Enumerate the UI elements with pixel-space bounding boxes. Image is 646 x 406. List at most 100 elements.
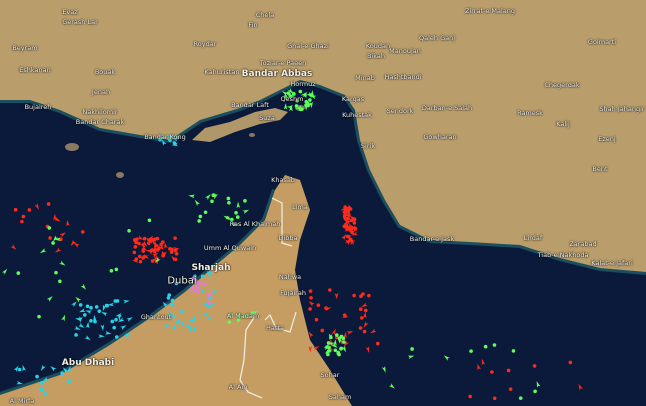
vessel-marker-cargo[interactable]: [511, 349, 516, 353]
vessel-marker-cargo[interactable]: [236, 318, 241, 322]
vessel-marker-cargo[interactable]: [342, 340, 346, 344]
vessel-marker-cargo[interactable]: [339, 347, 343, 351]
vessel-marker-passenger[interactable]: [203, 301, 209, 308]
vessel-marker-cargo[interactable]: [109, 268, 114, 273]
vessel-marker-tanker[interactable]: [151, 257, 158, 261]
vessel-marker-cargo[interactable]: [288, 94, 293, 99]
vessel-marker-tanker[interactable]: [152, 237, 157, 242]
vessel-marker-tanker[interactable]: [168, 247, 172, 251]
vessel-marker-passenger[interactable]: [40, 381, 44, 385]
vessel-marker-tanker[interactable]: [343, 217, 348, 221]
vessel-marker-cargo[interactable]: [54, 270, 58, 275]
vessel-marker-tanker[interactable]: [343, 340, 350, 347]
vessel-marker-cargo[interactable]: [309, 95, 317, 100]
vessel-marker-tanker[interactable]: [342, 314, 349, 319]
vessel-marker-cargo[interactable]: [114, 267, 119, 272]
vessel-marker-passenger[interactable]: [93, 314, 97, 322]
vessel-marker-cargo[interactable]: [37, 314, 41, 319]
vessel-marker-passenger[interactable]: [174, 281, 179, 286]
vessel-marker-passenger[interactable]: [192, 327, 197, 332]
vessel-marker-cargo[interactable]: [210, 199, 214, 204]
vessel-marker-cargo[interactable]: [533, 389, 537, 394]
vessel-marker-cargo[interactable]: [198, 214, 203, 219]
vessel-marker-passenger[interactable]: [191, 315, 196, 322]
vessel-marker-cargo[interactable]: [286, 91, 291, 95]
vessel-marker-tanker[interactable]: [173, 236, 177, 240]
vessel-marker-passenger[interactable]: [104, 303, 109, 308]
vessel-marker-cargo[interactable]: [333, 339, 337, 346]
vessel-marker-cargo[interactable]: [188, 194, 195, 199]
vessel-marker-tanker[interactable]: [141, 249, 146, 253]
vessel-marker-cargo[interactable]: [287, 88, 294, 94]
vessel-marker-passenger[interactable]: [93, 319, 97, 324]
vessel-marker-tanker[interactable]: [137, 254, 142, 259]
vessel-marker-tanker[interactable]: [349, 215, 356, 221]
vessel-marker-cargo[interactable]: [237, 313, 241, 318]
vessel-marker-cargo[interactable]: [47, 226, 52, 230]
vessel-marker-tanker[interactable]: [59, 232, 66, 238]
vessel-marker-passenger[interactable]: [67, 365, 71, 373]
vessel-marker-passenger[interactable]: [211, 289, 218, 295]
vessel-marker-tanker[interactable]: [363, 308, 368, 313]
vessel-marker-cargo[interactable]: [39, 248, 47, 254]
vessel-marker-passenger[interactable]: [202, 313, 210, 317]
vessel-marker-passenger[interactable]: [43, 392, 47, 396]
vessel-marker-passenger[interactable]: [175, 135, 180, 140]
vessel-marker-cargo[interactable]: [54, 237, 61, 241]
vessel-marker-tanker[interactable]: [156, 246, 161, 251]
vessel-marker-cargo[interactable]: [227, 200, 231, 205]
vessel-marker-cargo[interactable]: [283, 103, 288, 110]
vessel-marker-tanker[interactable]: [508, 387, 513, 391]
vessel-marker-tanker[interactable]: [349, 218, 354, 223]
vessel-marker-passenger[interactable]: [89, 319, 93, 323]
vessel-marker-pleasure[interactable]: [196, 290, 200, 294]
vessel-marker-tanker[interactable]: [352, 217, 357, 222]
vessel-marker-tanker[interactable]: [154, 243, 159, 248]
vessel-marker-pleasure[interactable]: [195, 285, 200, 290]
vessel-marker-pleasure[interactable]: [201, 282, 208, 286]
vessel-marker-tanker[interactable]: [370, 328, 377, 334]
vessel-marker-tanker[interactable]: [314, 317, 319, 322]
vessel-marker-passenger[interactable]: [67, 379, 71, 384]
vessel-marker-tanker[interactable]: [13, 207, 18, 212]
vessel-marker-tanker[interactable]: [27, 208, 32, 212]
vessel-marker-cargo[interactable]: [291, 90, 296, 98]
vessel-marker-cargo[interactable]: [241, 312, 247, 319]
vessel-marker-cargo[interactable]: [75, 296, 82, 303]
vessel-marker-passenger[interactable]: [200, 274, 205, 279]
vessel-marker-passenger[interactable]: [172, 326, 177, 330]
vessel-marker-cargo[interactable]: [53, 235, 59, 242]
vessel-marker-passenger[interactable]: [207, 315, 211, 323]
vessel-marker-tanker[interactable]: [362, 329, 367, 334]
vessel-marker-cargo[interactable]: [289, 104, 293, 112]
vessel-marker-passenger[interactable]: [115, 299, 120, 303]
vessel-marker-passenger[interactable]: [75, 317, 82, 322]
vessel-marker-cargo[interactable]: [232, 222, 236, 227]
vessel-marker-passenger[interactable]: [62, 367, 69, 374]
vessel-marker-tanker[interactable]: [134, 240, 138, 245]
vessel-marker-tanker[interactable]: [350, 230, 354, 235]
vessel-marker-cargo[interactable]: [443, 355, 450, 361]
vessel-marker-cargo[interactable]: [410, 347, 414, 351]
vessel-marker-passenger[interactable]: [170, 298, 175, 303]
vessel-marker-tanker[interactable]: [490, 370, 494, 374]
vessel-marker-passenger[interactable]: [126, 317, 133, 322]
vessel-marker-tanker[interactable]: [133, 245, 138, 249]
vessel-marker-pleasure[interactable]: [195, 280, 200, 285]
vessel-marker-passenger[interactable]: [207, 304, 211, 309]
vessel-marker-passenger[interactable]: [180, 320, 185, 327]
vessel-marker-passenger[interactable]: [101, 311, 108, 317]
vessel-marker-tanker[interactable]: [159, 243, 164, 251]
vessel-marker-passenger[interactable]: [40, 364, 46, 371]
vessel-marker-tanker[interactable]: [320, 328, 325, 333]
vessel-marker-tanker[interactable]: [21, 214, 26, 219]
vessel-marker-tanker[interactable]: [137, 241, 141, 246]
vessel-marker-tanker[interactable]: [134, 257, 139, 261]
vessel-marker-cargo[interactable]: [227, 320, 232, 324]
vessel-marker-cargo[interactable]: [235, 215, 240, 219]
vessel-marker-tanker[interactable]: [80, 230, 85, 234]
vessel-marker-tanker[interactable]: [137, 235, 144, 241]
vessel-marker-passenger[interactable]: [85, 310, 92, 315]
